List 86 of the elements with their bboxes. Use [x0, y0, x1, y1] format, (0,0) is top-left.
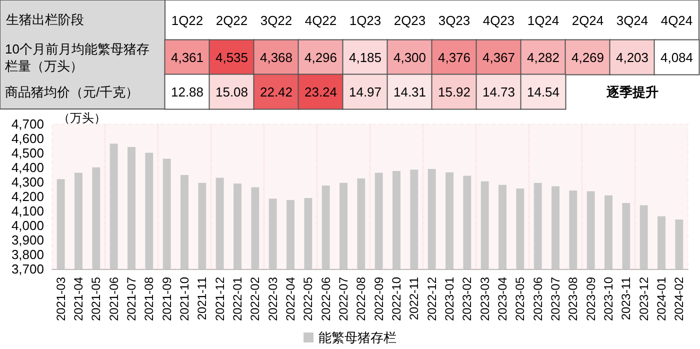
y-tick-label: 4,000	[11, 218, 44, 233]
x-tick-label: 2022-06	[318, 276, 333, 322]
x-tick-label: 2023-01	[442, 276, 456, 322]
y-tick-label: 4,500	[11, 146, 44, 160]
data-label: 4,282	[526, 50, 560, 65]
x-tick-label: 2021-07	[124, 276, 138, 322]
x-tick-label: 2022-12	[424, 276, 439, 322]
data-label: 4,296	[304, 50, 338, 65]
y-tick-label: 10个月前月均能繁母猪存栏量（万头）	[4, 41, 150, 74]
data-label: 23.24	[304, 84, 338, 100]
x-tick-label: 2023-08	[566, 276, 580, 322]
data-label: 22.42	[260, 84, 293, 100]
data-label: 15.08	[215, 84, 248, 100]
y-axis-title: （万头）	[58, 111, 106, 125]
x-tick-label: 2022-10	[390, 276, 404, 322]
x-axis-title: 生猪出栏阶段	[6, 12, 84, 27]
data-label: 4,084	[660, 50, 694, 65]
y-tick-label: 3,900	[11, 232, 44, 248]
data-label: 14.73	[482, 84, 516, 100]
x-tick-label: 2021-03	[54, 276, 68, 322]
y-tick-label: 3,800	[11, 247, 44, 262]
data-label: 14.31	[393, 84, 426, 100]
y-tick-label: 4,100	[11, 204, 44, 218]
x-tick-label: 2022-07	[336, 276, 350, 322]
x-tick-label: 2022-01	[230, 276, 244, 322]
x-tick-label: 2Q24	[572, 13, 604, 28]
y-tick-label: 4,700	[11, 116, 44, 132]
data-label: 4,376	[438, 50, 471, 65]
x-tick-label: 2021-06	[106, 276, 121, 322]
x-tick-label: 2023-10	[602, 276, 616, 322]
x-tick-label: 2021-09	[160, 276, 174, 322]
x-tick-label: 2022-04	[284, 276, 298, 322]
x-tick-label: 4Q24	[660, 13, 693, 28]
data-label: 4,300	[393, 50, 426, 65]
annotation: 逐季提升	[605, 84, 658, 100]
x-tick-label: 2022-08	[354, 276, 368, 322]
x-tick-label: 2023-04	[496, 276, 510, 322]
x-tick-label: 2023-12	[636, 276, 651, 322]
y-tick-label: 商品猪均价（元/千克）	[5, 84, 139, 100]
x-tick-label: 2023-02	[460, 276, 474, 322]
data-label: 4,368	[260, 50, 293, 65]
x-tick-label: 2022-05	[301, 276, 316, 322]
x-tick-label: 2022-09	[372, 276, 386, 322]
data-label: 4,361	[170, 50, 204, 65]
x-tick-label: 2023-06	[530, 276, 545, 322]
data-label: 4,203	[616, 50, 649, 65]
y-tick-label: 4,300	[11, 174, 44, 190]
x-tick-label: 2021-08	[142, 276, 156, 322]
x-tick-label: 4Q22	[304, 13, 337, 28]
x-tick-label: 3Q22	[260, 13, 292, 28]
data-label: 4,185	[348, 50, 382, 65]
x-tick-label: 2021-04	[72, 276, 86, 322]
x-tick-label: 1Q24	[527, 13, 560, 28]
x-tick-label: 2024-02	[672, 276, 686, 322]
y-tick-label: 3,700	[11, 262, 44, 276]
x-tick-label: 2021-12	[212, 276, 227, 322]
x-tick-label: 2023-09	[584, 276, 598, 322]
data-label: 4,535	[215, 50, 248, 65]
x-tick-label: 2022-02	[248, 276, 262, 322]
x-tick-label: 2Q22	[216, 13, 248, 28]
x-tick-label: 2Q23	[394, 13, 426, 28]
x-tick-label: 2023-03	[478, 276, 492, 322]
x-tick-label: 2023-05	[513, 276, 528, 322]
x-tick-label: 2022-03	[266, 276, 280, 322]
data-label: 4,269	[571, 50, 604, 65]
y-tick-label: 4,200	[11, 189, 44, 204]
data-label: 14.97	[348, 84, 382, 100]
x-tick-label: 2023-11	[619, 276, 634, 320]
x-tick-label: 3Q23	[438, 13, 470, 28]
x-tick-label: 1Q23	[349, 13, 382, 28]
x-tick-label: 4Q23	[482, 13, 515, 28]
y-tick-label: 4,400	[11, 160, 44, 175]
x-tick-label: 2022-11	[407, 276, 422, 320]
data-label: 15.92	[438, 84, 471, 100]
x-tick-label: 2023-07	[548, 276, 562, 322]
x-tick-label: 2021-11	[195, 276, 210, 320]
data-label: 4,367	[482, 50, 516, 65]
legend-label: 能繁母猪存栏	[318, 330, 396, 345]
data-label: 12.88	[170, 84, 204, 100]
x-tick-label: 2021-05	[89, 276, 104, 322]
y-tick-label: 4,600	[11, 131, 44, 146]
x-tick-label: 3Q24	[616, 13, 648, 28]
x-tick-label: 2021-10	[178, 276, 192, 322]
x-tick-label: 2024-01	[654, 276, 668, 322]
x-tick-label: 1Q22	[171, 13, 204, 28]
data-label: 14.54	[526, 84, 560, 100]
